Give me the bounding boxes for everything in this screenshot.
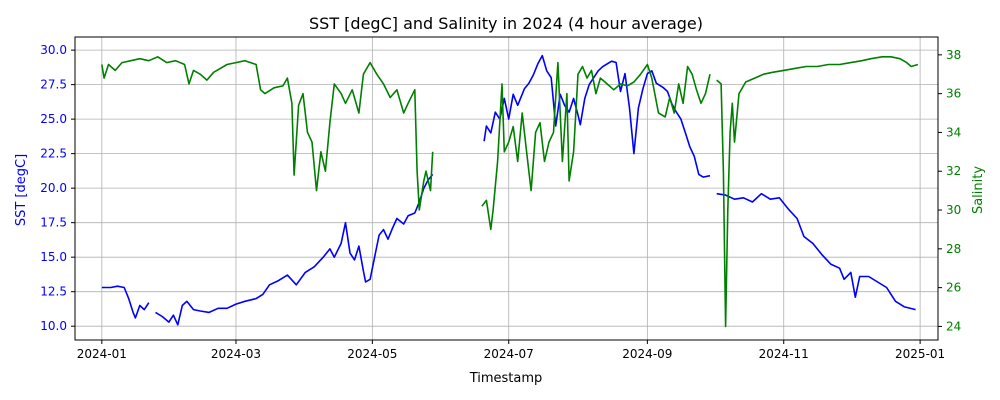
salinity-line-segment-2 (716, 55, 919, 328)
y-right-tick-label: 34 (946, 125, 961, 139)
y-left-tick-label: 12.5 (40, 285, 67, 299)
salinity-line-segment-1 (481, 61, 711, 231)
x-tick-label: 2024-03 (211, 347, 261, 361)
salinity-line-segment-0 (101, 55, 434, 211)
grid-lines (75, 37, 938, 340)
sst-line-segment-3 (716, 192, 916, 311)
y-right-tick-label: 30 (946, 203, 961, 217)
y-axis-right-label: Salinity (971, 166, 986, 214)
axis-layer: 2024-01 2024-03 2024-05 2024-07 2024-09 2024-… (40, 43, 961, 361)
x-tick-label: 2024-05 (347, 347, 397, 361)
x-tick-label: 2024-11 (759, 347, 809, 361)
y-left-tick-label: 22.5 (40, 147, 67, 161)
y-left-tick-label: 20.0 (40, 181, 67, 195)
sst-line-segment-1 (155, 173, 434, 326)
y-left-tick-label: 25.0 (40, 112, 67, 126)
x-axis-label: Timestamp (469, 371, 543, 386)
y-left-tick-label: 10.0 (40, 319, 67, 333)
y-left-tick-label: 27.5 (40, 78, 67, 92)
y-right-tick-label: 32 (946, 164, 961, 178)
y-left-tick-label: 15.0 (40, 250, 67, 264)
x-tick-label: 2024-01 (77, 347, 127, 361)
y-right-tick-label: 26 (946, 281, 961, 295)
y-left-tick-label: 30.0 (40, 43, 67, 57)
y-right-tick-label: 36 (946, 87, 961, 101)
x-tick-label: 2025-01 (895, 347, 945, 361)
y-right-tick-label: 38 (946, 48, 961, 62)
chart-title: SST [degC] and Salinity in 2024 (4 hour … (309, 14, 703, 33)
x-tick-label: 2024-09 (622, 347, 672, 361)
y-right-tick-label: 24 (946, 319, 961, 333)
y-right-tick-label: 28 (946, 242, 961, 256)
y-axis-left-label: SST [degC] (14, 154, 29, 226)
sst-line-segment-0 (101, 285, 150, 319)
x-tick-label: 2024-07 (484, 347, 534, 361)
series-layer (101, 54, 919, 328)
y-left-tick-label: 17.5 (40, 216, 67, 230)
